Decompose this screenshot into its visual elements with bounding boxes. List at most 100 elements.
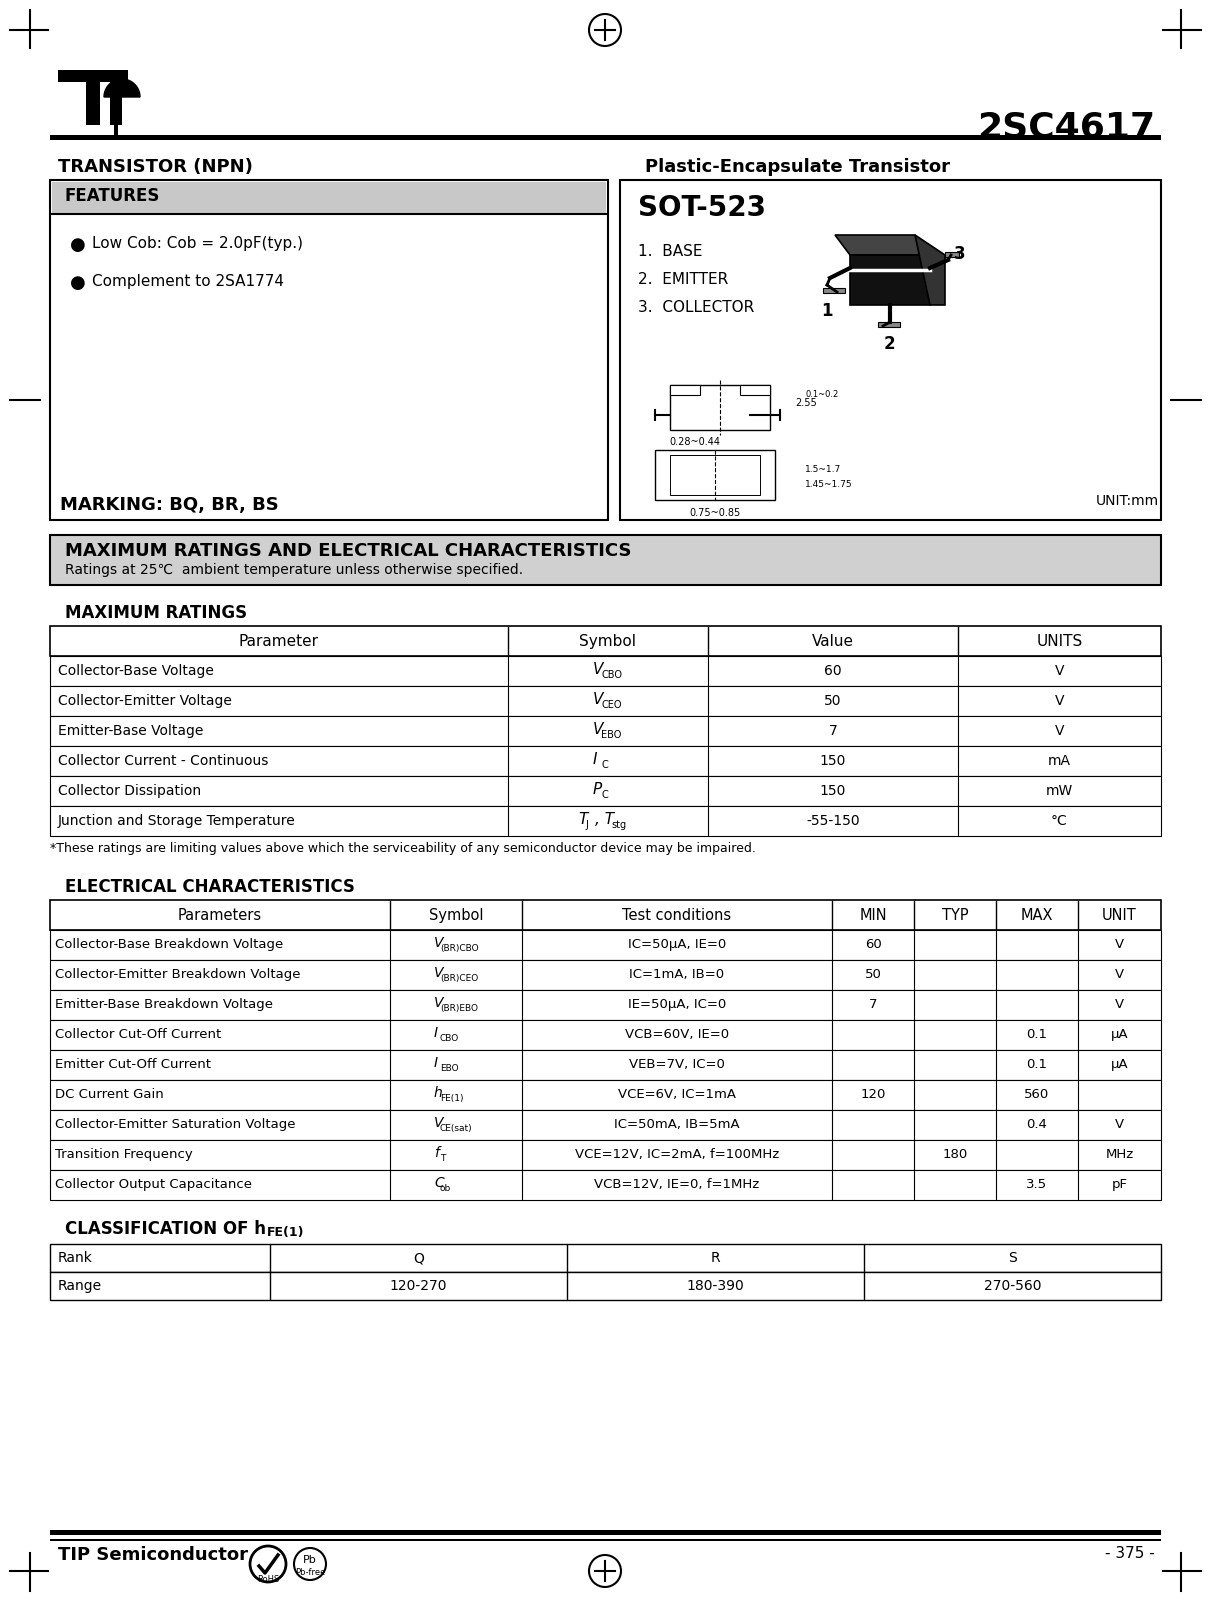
Bar (52, 183, 606, 215)
Bar (50, 1050, 1161, 1081)
Text: I: I (434, 1057, 438, 1069)
Text: C: C (434, 1177, 443, 1190)
Text: V: V (1115, 997, 1124, 1010)
Text: Collector Current - Continuous: Collector Current - Continuous (58, 754, 269, 768)
Text: (BR)CBO: (BR)CBO (440, 945, 478, 953)
Text: 0.28~0.44: 0.28~0.44 (670, 437, 721, 447)
Text: EBO: EBO (601, 730, 621, 740)
Bar (50, 805, 1161, 836)
Text: Ratings at 25℃  ambient temperature unless otherwise specified.: Ratings at 25℃ ambient temperature unles… (65, 564, 523, 576)
Text: 0.75~0.85: 0.75~0.85 (689, 508, 741, 519)
Bar (50, 656, 1161, 685)
Text: IC=50mA, IB=5mA: IC=50mA, IB=5mA (614, 1117, 740, 1130)
Text: CLASSIFICATION OF h: CLASSIFICATION OF h (65, 1220, 266, 1238)
Bar (823, 288, 845, 293)
Text: Test conditions: Test conditions (622, 908, 731, 924)
Text: Collector Dissipation: Collector Dissipation (58, 784, 201, 797)
Text: TYP: TYP (942, 908, 969, 924)
Text: Rank: Rank (58, 1250, 93, 1265)
Bar (670, 384, 700, 395)
Text: Collector-Emitter Breakdown Voltage: Collector-Emitter Breakdown Voltage (54, 969, 300, 981)
Text: 0.1: 0.1 (1027, 1058, 1048, 1071)
Text: Junction and Storage Temperature: Junction and Storage Temperature (58, 813, 295, 828)
Text: ELECTRICAL CHARACTERISTICS: ELECTRICAL CHARACTERISTICS (65, 877, 355, 897)
Bar (50, 626, 1161, 656)
Text: Complement to 2SA1774: Complement to 2SA1774 (92, 274, 285, 290)
Text: T: T (440, 1154, 446, 1162)
Text: - 375 -: - 375 - (1106, 1547, 1155, 1561)
Bar (670, 455, 761, 495)
Text: ●: ● (70, 235, 86, 255)
Bar (110, 70, 122, 125)
Text: Collector-Emitter Voltage: Collector-Emitter Voltage (58, 693, 231, 708)
Text: 560: 560 (1025, 1089, 1050, 1101)
Text: 1: 1 (821, 303, 833, 320)
Text: MAX: MAX (1021, 908, 1054, 924)
Bar (50, 961, 1161, 989)
Text: Range: Range (58, 1279, 102, 1294)
Text: 150: 150 (820, 754, 846, 768)
Text: UNIT:mm: UNIT:mm (1096, 495, 1159, 508)
Polygon shape (836, 235, 930, 255)
Text: FE(1): FE(1) (440, 1093, 464, 1103)
Text: 1.45~1.75: 1.45~1.75 (805, 480, 853, 488)
Text: J: J (585, 820, 587, 829)
Bar (740, 384, 770, 395)
Text: IE=50μA, IC=0: IE=50μA, IC=0 (627, 997, 727, 1010)
Text: 180-390: 180-390 (687, 1279, 745, 1294)
Bar (50, 1109, 1161, 1140)
Text: VCB=12V, IE=0, f=1MHz: VCB=12V, IE=0, f=1MHz (595, 1178, 759, 1191)
Text: T: T (578, 812, 587, 828)
Text: (BR)CEO: (BR)CEO (440, 973, 478, 983)
Text: 3: 3 (954, 245, 966, 263)
Bar (50, 716, 1161, 746)
Text: Symbol: Symbol (580, 634, 637, 648)
Polygon shape (916, 235, 945, 306)
Text: V: V (434, 996, 443, 1010)
Bar (58, 70, 128, 82)
Text: Plastic-Encapsulate Transistor: Plastic-Encapsulate Transistor (645, 158, 949, 176)
Text: MHz: MHz (1106, 1148, 1133, 1161)
Text: stg: stg (612, 820, 626, 829)
Text: MIN: MIN (859, 908, 886, 924)
Text: Parameters: Parameters (178, 908, 262, 924)
Bar (50, 1020, 1161, 1050)
Text: SOT-523: SOT-523 (638, 194, 767, 223)
Text: I: I (434, 1026, 438, 1041)
Bar (50, 1244, 1161, 1273)
Text: 120: 120 (860, 1089, 885, 1101)
Text: V: V (1055, 693, 1064, 708)
Bar (50, 1531, 1161, 1535)
Text: 2: 2 (883, 335, 895, 352)
Text: 270-560: 270-560 (983, 1279, 1041, 1294)
Text: V: V (1115, 938, 1124, 951)
Text: 7: 7 (828, 724, 837, 738)
Text: UNIT: UNIT (1102, 908, 1137, 924)
Text: R: R (711, 1250, 721, 1265)
Bar (50, 1081, 1161, 1109)
Text: CBO: CBO (601, 669, 622, 680)
Bar (50, 930, 1161, 961)
Text: CBO: CBO (440, 1034, 459, 1042)
Text: 60: 60 (825, 664, 842, 677)
Text: P: P (593, 781, 602, 797)
Text: V: V (593, 722, 603, 736)
Polygon shape (104, 78, 140, 98)
Text: Value: Value (813, 634, 854, 648)
Text: 0.1: 0.1 (1027, 1028, 1048, 1041)
Text: TRANSISTOR (NPN): TRANSISTOR (NPN) (58, 158, 253, 176)
Text: V: V (593, 661, 603, 677)
Text: ob: ob (440, 1185, 452, 1193)
Text: 2SC4617: 2SC4617 (977, 110, 1155, 144)
Text: V: V (434, 1116, 443, 1130)
Polygon shape (850, 255, 930, 306)
Text: μA: μA (1110, 1058, 1129, 1071)
Text: , T: , T (595, 812, 614, 828)
Bar (50, 1170, 1161, 1201)
Text: UNITS: UNITS (1037, 634, 1083, 648)
Text: μA: μA (1110, 1028, 1129, 1041)
Text: VCE=12V, IC=2mA, f=100MHz: VCE=12V, IC=2mA, f=100MHz (575, 1148, 779, 1161)
Text: 0.4: 0.4 (1027, 1117, 1048, 1130)
Text: Collector-Base Voltage: Collector-Base Voltage (58, 664, 214, 677)
Text: 150: 150 (820, 784, 846, 797)
